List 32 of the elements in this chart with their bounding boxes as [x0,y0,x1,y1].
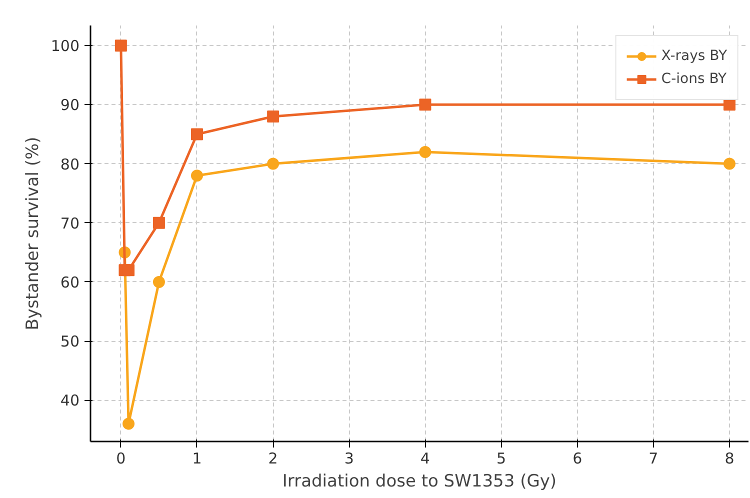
x-tick-label: 7 [648,450,658,468]
legend-label: X-rays BY [661,48,727,64]
point [419,146,432,158]
y-tick-label: 70 [60,214,80,232]
y-tick-label: 100 [50,37,80,56]
y-tick-label: 40 [60,392,80,410]
point [122,264,135,276]
point [190,170,203,182]
point [122,418,135,430]
point [267,110,280,122]
x-axis-title: Irradiation dose to SW1353 (Gy) [282,472,557,492]
point [114,40,127,52]
point [267,158,280,170]
legend-label: C-ions BY [661,71,727,87]
x-tick-label: 4 [420,450,430,468]
y-tick-label: 50 [60,332,80,351]
point [190,128,203,140]
point [152,216,165,229]
point [152,276,165,288]
x-tick-label: 5 [496,450,506,468]
y-tick-label: 90 [60,96,80,114]
point [419,98,432,111]
x-tick-label: 2 [268,450,278,468]
x-tick-label: 6 [572,450,582,468]
y-tick-label: 60 [60,273,80,292]
y-axis-title: Bystander survival (%) [22,136,43,330]
point [723,158,736,170]
x-tick-label: 8 [724,450,734,468]
x-tick-label: 1 [192,450,202,468]
y-tick-label: 80 [60,155,80,174]
x-tick-label: 0 [116,450,126,468]
x-tick-label: 3 [344,450,354,468]
